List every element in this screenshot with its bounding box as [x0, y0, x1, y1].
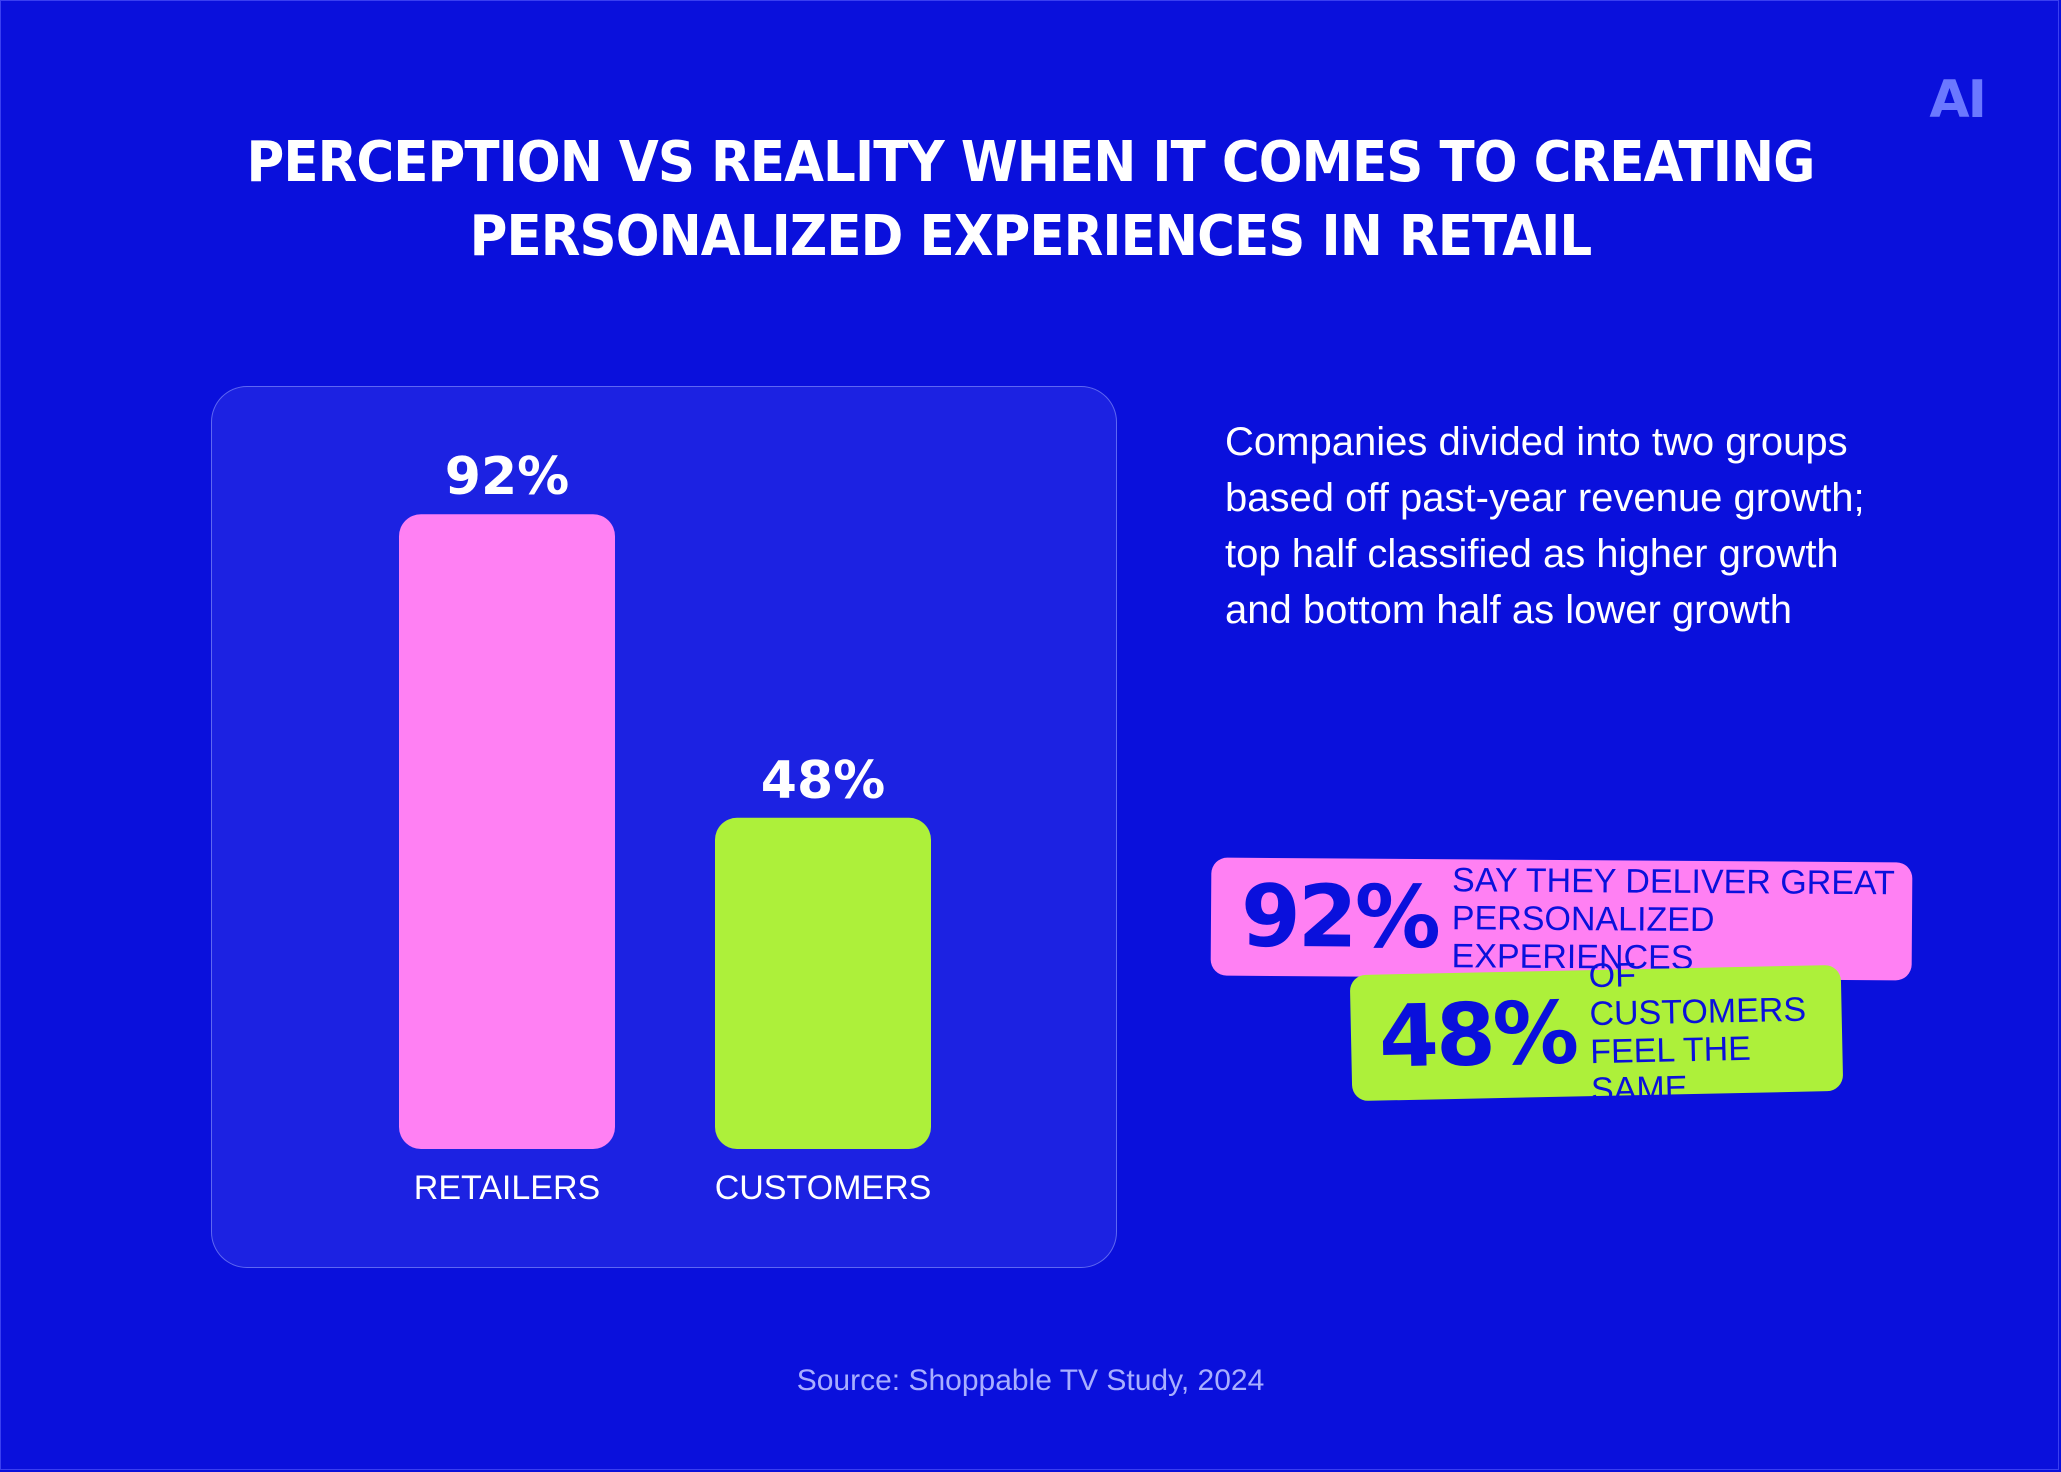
- study-description: Companies divided into two groups based …: [1225, 420, 1865, 632]
- customers-callout-text: OF CUSTOMERS FEEL THE SAME: [1588, 952, 1843, 1109]
- category-label-retailers: RETAILERS: [414, 1169, 600, 1207]
- customers-callout-value: 48%: [1378, 983, 1577, 1088]
- customers-callout: 48% OF CUSTOMERS FEEL THE SAME: [1349, 956, 1844, 1109]
- bar-value-label-customers: 48%: [761, 751, 885, 811]
- title-line-2: PERSONALIZED EXPERIENCES IN RETAIL: [469, 204, 1593, 269]
- page-title: PERCEPTION VS REALITY WHEN IT COMES TO C…: [82, 126, 1978, 274]
- brand-logo: AI: [1929, 70, 1987, 130]
- bar-retailers: [399, 514, 615, 1149]
- source-note: Source: Shoppable TV Study, 2024: [796, 1364, 1265, 1397]
- retailers-callout-value: 92%: [1240, 866, 1439, 969]
- bar-customers: [715, 817, 931, 1149]
- category-label-customers: CUSTOMERS: [715, 1169, 932, 1207]
- bar-chart: 92% RETAILERS 48% CUSTOMERS: [399, 447, 932, 1207]
- customers-callout-line-1: OF CUSTOMERS: [1588, 956, 1807, 1034]
- title-line-1: PERCEPTION VS REALITY WHEN IT COMES TO C…: [246, 130, 1815, 195]
- customers-callout-line-2: FEEL THE SAME: [1589, 1029, 1752, 1110]
- bar-value-label-retailers: 92%: [445, 447, 569, 507]
- bar-chart-panel: 92% RETAILERS 48% CUSTOMERS: [211, 386, 1117, 1268]
- retailers-callout-line-1: SAY THEY DELIVER GREAT: [1451, 861, 1896, 903]
